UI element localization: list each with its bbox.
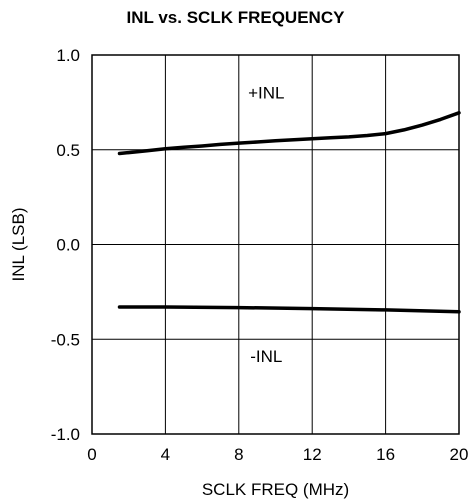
x-axis-label: SCLK FREQ (MHz) [202,480,349,499]
grid-lines [92,55,459,434]
x-tick-label: 4 [161,445,170,464]
series-line-plus-inl [117,111,461,156]
y-tick-label: 0.5 [56,141,80,160]
y-tick-label: 0.0 [56,236,80,255]
x-tick-label: 8 [234,445,243,464]
x-tick-label: 20 [450,445,469,464]
plot-frame [91,54,460,435]
tick-labels: 0 4 8 12 16 20 1.0 0.5 0.0 -0.5 -1.0 [51,46,469,464]
annotation-minus-inl: -INL [250,347,282,366]
y-axis-label: INL (LSB) [9,207,28,281]
y-tick-label: -1.0 [51,425,80,444]
y-tick-label: 1.0 [56,46,80,65]
series-layer [117,111,461,314]
x-tick-label: 12 [303,445,322,464]
x-tick-label: 16 [376,445,395,464]
series-line-minus-inl [117,305,461,314]
x-tick-label: 0 [87,445,96,464]
chart-title: INL vs. SCLK FREQUENCY [126,8,345,27]
y-tick-label: -0.5 [51,330,80,349]
annotation-plus-inl: +INL [248,84,284,103]
